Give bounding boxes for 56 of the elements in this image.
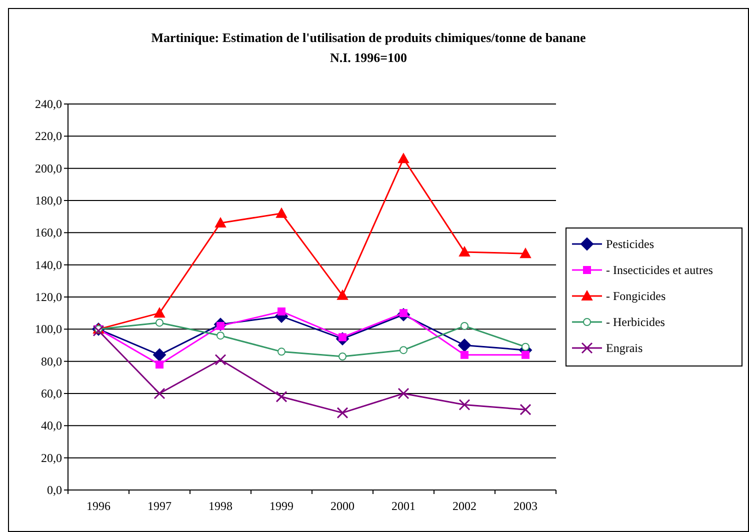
y-tick-label: 180,0 xyxy=(35,194,62,208)
y-tick-label: 80,0 xyxy=(41,354,62,368)
y-tick-label: 0,0 xyxy=(47,483,62,497)
point xyxy=(154,308,165,318)
chart-subtitle: N.I. 1996=100 xyxy=(330,50,408,65)
y-tick-label: 200,0 xyxy=(35,161,62,176)
y-tick-label: 140,0 xyxy=(35,258,62,272)
y-tick-label: 20,0 xyxy=(41,450,62,465)
y-tick-label: 100,0 xyxy=(35,322,62,336)
point xyxy=(154,388,166,400)
point xyxy=(216,332,224,340)
point xyxy=(156,318,164,327)
point xyxy=(336,407,348,419)
legend-label: Engrais xyxy=(606,341,643,355)
point xyxy=(522,350,530,359)
y-tick-label: 160,0 xyxy=(35,226,62,240)
point xyxy=(520,248,531,258)
y-tick-label: 40,0 xyxy=(41,418,62,433)
point xyxy=(398,388,410,400)
point xyxy=(520,404,532,416)
y-tick-label: 60,0 xyxy=(41,386,62,400)
point xyxy=(458,338,471,352)
point xyxy=(156,360,164,369)
point xyxy=(460,350,468,359)
y-tick-label: 220,0 xyxy=(35,129,62,144)
x-tick-label: 1997 xyxy=(148,499,172,513)
point xyxy=(338,352,346,361)
x-tick-label: 2003 xyxy=(514,499,538,513)
legend-label: - Insecticides et autres xyxy=(606,263,714,277)
point xyxy=(460,322,468,330)
legend-label: - Fongicides xyxy=(606,289,666,303)
chart-title: Martinique: Estimation de l'utilisation de produits chimiques/tonne de banane xyxy=(151,30,586,45)
point xyxy=(214,354,226,366)
point xyxy=(398,153,409,164)
point xyxy=(153,348,166,362)
x-tick-label: 1996 xyxy=(86,499,110,513)
x-tick-label: 2001 xyxy=(392,499,416,513)
point xyxy=(92,325,104,337)
x-tick-label: 1999 xyxy=(270,499,294,513)
point xyxy=(278,348,286,356)
point xyxy=(215,218,226,228)
point xyxy=(458,399,470,411)
point xyxy=(278,307,286,316)
legend-label: Pesticides xyxy=(606,237,654,251)
point xyxy=(522,342,530,351)
point xyxy=(276,390,288,402)
x-tick-label: 1998 xyxy=(208,499,232,513)
legend-label: - Herbicides xyxy=(606,315,666,329)
x-tick-label: 2000 xyxy=(330,499,354,513)
point xyxy=(276,208,287,218)
point xyxy=(337,290,348,300)
x-tick-label: 2002 xyxy=(452,499,476,513)
point xyxy=(459,246,470,256)
y-tick-label: 120,0 xyxy=(35,290,62,304)
y-tick-label: 240,0 xyxy=(35,97,62,111)
point xyxy=(400,346,408,354)
